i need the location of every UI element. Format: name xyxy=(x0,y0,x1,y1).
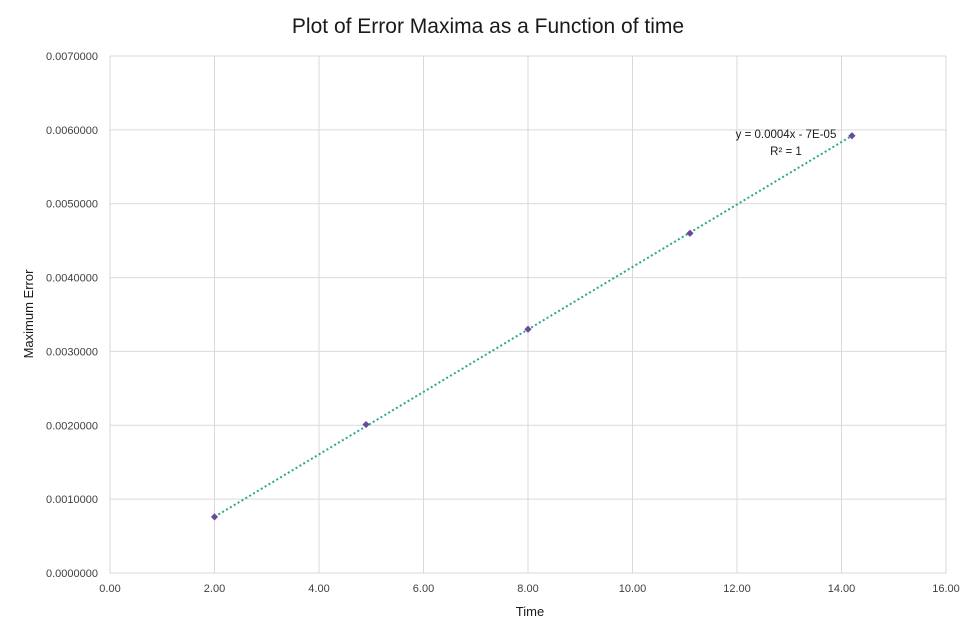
data-point xyxy=(362,420,370,429)
x-tick-label: 6.00 xyxy=(413,583,434,595)
y-tick-label: 0.0020000 xyxy=(46,420,98,432)
x-tick-label: 16.00 xyxy=(932,583,960,595)
x-tick-label: 14.00 xyxy=(828,583,856,595)
tick-layer: 0.00 2.00 4.00 6.00 8.00 10.00 12.00 14.00 16.00… xyxy=(46,51,960,595)
chart-title: Plot of Error Maxima as a Function of ti… xyxy=(292,15,684,38)
x-tick-label: 12.00 xyxy=(723,583,751,595)
x-tick-label: 4.00 xyxy=(308,583,329,595)
x-axis-label: Time xyxy=(516,604,544,619)
y-tick-label: 0.0070000 xyxy=(46,51,98,63)
data-point xyxy=(848,132,856,140)
trendline xyxy=(213,134,853,518)
x-tick-label: 10.00 xyxy=(619,583,647,595)
y-tick-label: 0.0000000 xyxy=(46,568,98,580)
trendline-r-squared: R² = 1 xyxy=(770,146,802,158)
trendline-layer xyxy=(213,134,853,518)
y-tick-label: 0.0060000 xyxy=(46,125,98,137)
y-tick-label: 0.0040000 xyxy=(46,273,98,285)
data-point xyxy=(524,325,532,333)
x-tick-label: 0.00 xyxy=(99,583,120,595)
y-tick-label: 0.0030000 xyxy=(46,346,98,358)
point-layer xyxy=(210,132,856,521)
y-axis-label: Maximum Error xyxy=(21,269,36,359)
data-point xyxy=(210,513,219,521)
y-tick-label: 0.0050000 xyxy=(46,199,98,211)
x-tick-label: 2.00 xyxy=(204,583,225,595)
data-point xyxy=(686,229,694,237)
x-tick-label: 8.00 xyxy=(517,583,538,595)
trendline-equation: y = 0.0004x - 7E-05 xyxy=(736,129,837,141)
y-tick-label: 0.0010000 xyxy=(46,494,98,506)
grid-layer xyxy=(109,55,947,574)
